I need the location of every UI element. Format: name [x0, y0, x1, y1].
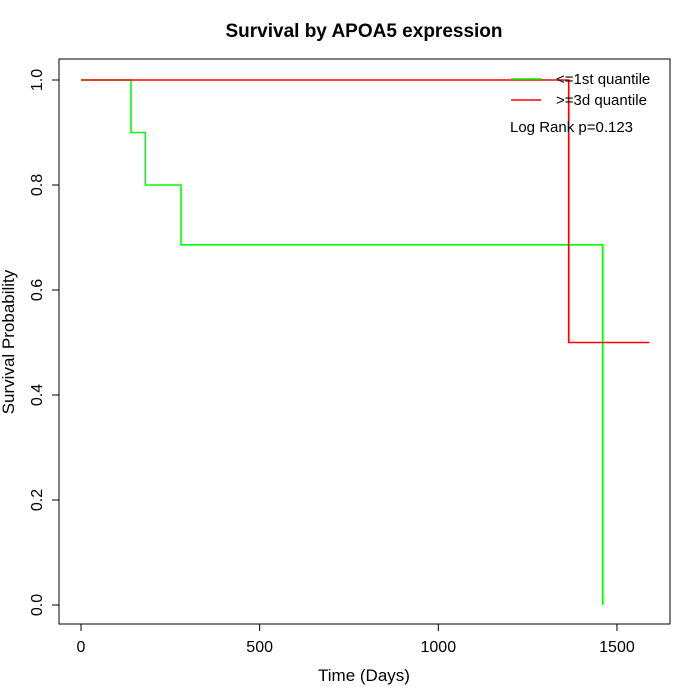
plot-frame	[58, 58, 671, 625]
legend: <=1st quantile >=3d quantile	[511, 71, 650, 109]
y-tick-label: 0.8	[29, 174, 46, 196]
y-tick-label: 0.2	[29, 489, 46, 511]
x-tick-label: 0	[77, 639, 86, 656]
axes: 0 500 1000 1500 0.0 0.2 0.4 0.6 0.8 1.0	[29, 69, 635, 656]
y-tick-label: 0.0	[29, 594, 46, 616]
log-rank-annotation: Log Rank p=0.123	[510, 119, 633, 136]
x-tick-label: 500	[246, 639, 273, 656]
x-tick-label: 1000	[421, 639, 457, 656]
series-line-high-quantile	[81, 79, 650, 344]
series-layer	[81, 79, 650, 605]
y-axis-label: Survival Probability	[0, 269, 18, 414]
series-line-low-quantile	[81, 79, 604, 605]
legend-label: <=1st quantile	[556, 71, 650, 88]
y-tick-label: 0.6	[29, 279, 46, 301]
x-tick-label: 1500	[599, 639, 635, 656]
legend-label: >=3d quantile	[556, 92, 647, 109]
x-axis-label: Time (Days)	[318, 666, 410, 685]
y-tick-label: 1.0	[29, 69, 46, 91]
y-tick-label: 0.4	[29, 384, 46, 406]
chart-title: Survival by APOA5 expression	[225, 21, 502, 42]
